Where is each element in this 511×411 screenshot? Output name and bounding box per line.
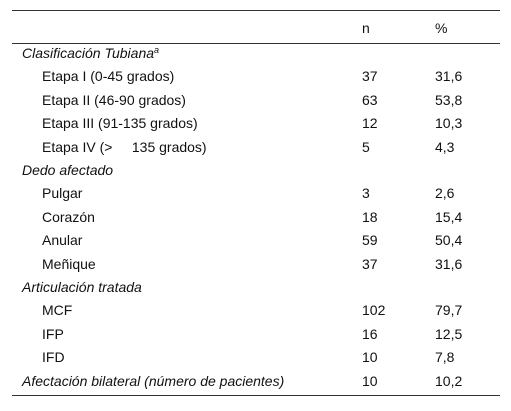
header-n: n [362,20,370,36]
row-label: Corazón [42,208,95,225]
row-pct: 31,6 [435,255,463,272]
row-pct: 7,8 [435,349,455,366]
row-pct: 4,3 [435,138,455,155]
section-title: Articulación tratada [22,279,142,295]
row-pct: 31,6 [435,68,463,85]
section-title: Clasificación Tubianaa [22,45,160,61]
top-rule [12,10,500,11]
row-n: 5 [362,138,370,155]
row-pct: 53,8 [435,91,463,108]
footnote-marker: a [154,45,160,55]
row-label: Etapa IV (> 135 grados) [42,138,207,155]
header-pct: % [435,20,448,36]
row-n: 37 [362,255,378,272]
row-label: IFP [42,325,64,342]
row-label: Etapa III (91-135 grados) [42,115,198,132]
row-pct: 15,4 [435,208,463,225]
row-label: Afectación bilateral (número de paciente… [22,372,285,389]
row-pct: 12,5 [435,325,463,342]
row-label: Meñique [42,255,96,272]
row-n: 3 [362,185,370,202]
section-title: Dedo afectado [22,162,114,178]
row-n: 12 [362,115,378,132]
row-pct: 79,7 [435,302,463,319]
row-n: 16 [362,325,378,342]
row-n: 18 [362,208,378,225]
row-n: 102 [362,302,386,319]
row-pct: 10,3 [435,115,463,132]
row-label: Etapa I (0-45 grados) [42,68,175,85]
row-label: Anular [42,232,83,249]
row-label: Etapa II (46-90 grados) [42,91,186,108]
row-label: IFD [42,349,65,366]
header-rule [12,43,500,44]
row-pct: 50,4 [435,232,463,249]
row-n: 59 [362,232,378,249]
row-pct: 2,6 [435,185,455,202]
row-n: 10 [362,349,378,366]
row-n: 10 [362,372,378,389]
bottom-rule [12,395,500,396]
row-pct: 10,2 [435,372,463,389]
row-n: 37 [362,68,378,85]
row-label: Pulgar [42,185,83,202]
row-label: MCF [42,302,73,319]
row-n: 63 [362,91,378,108]
